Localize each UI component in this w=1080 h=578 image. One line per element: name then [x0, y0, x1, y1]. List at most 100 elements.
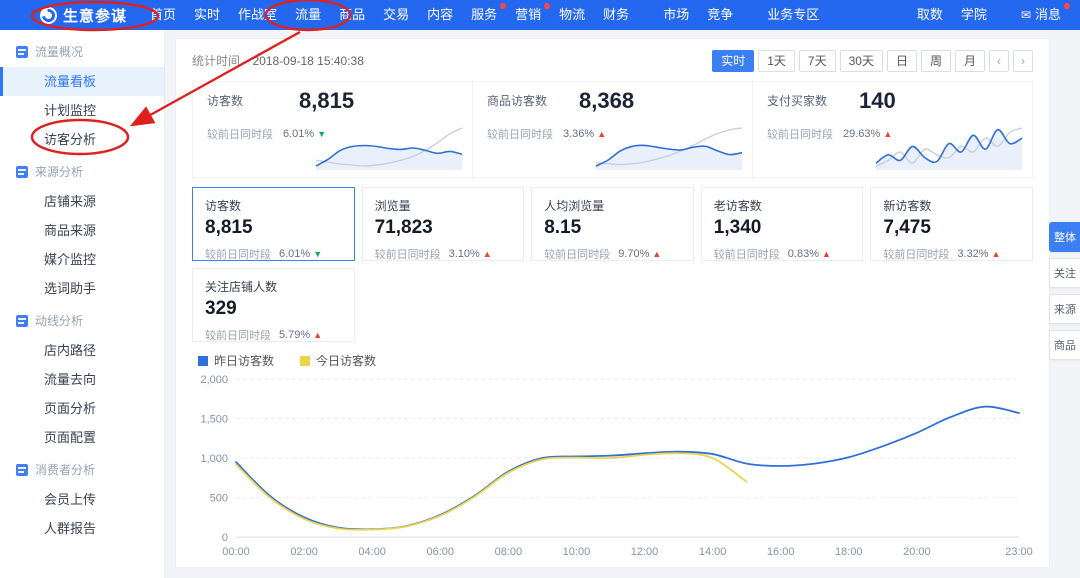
- side-tab-source[interactable]: 来源: [1049, 294, 1080, 324]
- stat-time: 统计时间 2018-09-18 15:40:38: [192, 52, 364, 70]
- compare-label: 较前日同时段: [205, 330, 271, 342]
- side-tab-product[interactable]: 商品: [1049, 330, 1080, 360]
- top-nav-item-traffic[interactable]: 流量: [286, 0, 330, 30]
- time-range-buttons: 实时 1天 7天 30天日周月 ‹ ›: [712, 50, 1033, 72]
- x-axis-label: 02:00: [290, 546, 318, 558]
- sidebar-item-shop-source[interactable]: 店铺来源: [44, 194, 97, 209]
- top-nav-item-realtime[interactable]: 实时: [185, 0, 229, 30]
- metric-tile-avg-pageviews[interactable]: 人均浏览量 8.15 较前日同时段 9.70% ▲: [531, 187, 694, 261]
- chart-legend: 昨日访客数 今日访客数: [198, 352, 1033, 369]
- top-nav-item-home[interactable]: 首页: [141, 0, 185, 30]
- range-button-realtime[interactable]: 实时: [712, 50, 755, 72]
- top-nav-item-trade[interactable]: 交易: [374, 0, 418, 30]
- nav-item-label: 业务专区: [767, 7, 820, 22]
- x-axis-label: 00:00: [222, 546, 250, 558]
- top-nav-item-message[interactable]: ✉ 消息: [1012, 0, 1070, 30]
- visitor-line-chart: 0 500 1,000 1,500 2,000 00:00 02:00 04:00 06:00 0…: [192, 371, 1033, 561]
- x-axis-label: 18:00: [835, 546, 863, 558]
- top-nav-item-product[interactable]: 商品: [330, 0, 374, 30]
- range-button-1d[interactable]: 1天: [758, 50, 795, 72]
- metric-tile-value: 8,815: [205, 217, 253, 238]
- top-nav-item-logistics[interactable]: 物流: [550, 0, 594, 30]
- sidebar-item-plan-monitor[interactable]: 计划监控: [44, 103, 97, 118]
- right-side-tabs: 整体 关注 来源 商品: [1049, 222, 1080, 360]
- metric-tile-label: 人均浏览量: [544, 199, 605, 213]
- sidebar-item-word-helper[interactable]: 选词助手: [44, 281, 97, 296]
- nav-item-label: 取数: [916, 7, 943, 22]
- x-axis-label: 08:00: [495, 546, 523, 558]
- top-nav-item-service[interactable]: 服务: [462, 0, 507, 30]
- compare-label: 较前日同时段: [713, 249, 780, 261]
- top-nav-item-marketing[interactable]: 营销: [506, 0, 551, 30]
- pager-prev-button[interactable]: ‹: [989, 50, 1009, 72]
- sidebar: 流量概况 流量看板 计划监控 访客分析 来源分析 店铺来源 商品来源 媒介监控 选词助手 动线分析…: [0, 30, 165, 578]
- range-button-week[interactable]: 周: [920, 50, 951, 72]
- sidebar-item-visitor-analysis[interactable]: 访客分析: [44, 132, 97, 147]
- sidebar-item-crowd-report[interactable]: 人群报告: [44, 521, 97, 536]
- compare-label: 较前日同时段: [205, 249, 271, 261]
- metric-tile-pageviews[interactable]: 浏览量 71,823 较前日同时段 3.10% ▲: [361, 187, 525, 261]
- range-button-7d[interactable]: 7天: [798, 50, 836, 72]
- pager-next-button[interactable]: ›: [1013, 50, 1033, 72]
- up-arrow-icon: ▲: [822, 249, 831, 259]
- sidebar-item-traffic-destination[interactable]: 流量去向: [44, 372, 97, 387]
- top-nav-item-war-room[interactable]: 作战室: [229, 0, 286, 30]
- sidebar-item-traffic-dashboard[interactable]: 流量看板: [0, 67, 164, 96]
- nav-item-label: 消息: [1034, 7, 1061, 22]
- compare-percent: 3.10% ▲: [448, 248, 492, 260]
- metric-tile-compare: 较前日同时段 0.83% ▲: [714, 246, 851, 262]
- folder-icon: [16, 45, 28, 58]
- line-chart-svg: 0 500 1,000 1,500 2,000 00:00 02:00 04:00 06:00 0…: [200, 374, 1033, 558]
- folder-icon: [16, 463, 28, 476]
- nav-item-label: 市场: [663, 7, 690, 22]
- compare-percent: 6.01% ▼: [279, 248, 323, 260]
- x-axis-label: 23:00: [1005, 546, 1033, 558]
- stat-time-value: 2018-09-18 15:40:38: [252, 54, 364, 68]
- range-button-month[interactable]: 月: [954, 50, 985, 72]
- top-nav-item-data-extract[interactable]: 取数: [908, 0, 952, 30]
- overview-card-compare: 较前日同时段 3.36% ▲: [487, 126, 606, 142]
- compare-percent: 6.01% ▼: [283, 128, 327, 140]
- sidebar-item-product-source[interactable]: 商品来源: [44, 223, 97, 238]
- compare-percent: 5.79% ▲: [279, 329, 323, 341]
- sidebar-section-source-analysis: 来源分析: [0, 154, 164, 187]
- app-logo[interactable]: 生意参谋: [0, 5, 141, 26]
- range-button-30d[interactable]: 30天: [839, 50, 883, 72]
- legend-item[interactable]: 昨日访客数: [198, 352, 274, 369]
- sidebar-item-instore-path[interactable]: 店内路径: [44, 343, 97, 358]
- metric-tile-shop-followers[interactable]: 关注店铺人数 329 较前日同时段 5.79% ▲: [192, 268, 355, 342]
- down-arrow-icon: ▼: [317, 129, 327, 139]
- top-nav-item-content[interactable]: 内容: [418, 0, 462, 30]
- sparkline-fill: [876, 129, 1022, 170]
- x-axis-label: 14:00: [699, 546, 727, 558]
- top-nav-item-academy[interactable]: 学院: [952, 0, 996, 30]
- top-nav-item-finance[interactable]: 财务: [594, 0, 638, 30]
- metric-tile-label: 关注店铺人数: [205, 280, 278, 294]
- range-button-day[interactable]: 日: [886, 50, 917, 72]
- sidebar-item-member-upload[interactable]: 会员上传: [44, 492, 97, 507]
- metric-tile-new-visitors[interactable]: 新访客数 7,475 较前日同时段 3.32% ▲: [870, 187, 1033, 261]
- legend-item[interactable]: 今日访客数: [300, 352, 376, 369]
- compare-label: 较前日同时段: [374, 249, 441, 261]
- series-line-1: [235, 452, 748, 531]
- side-tab-follow[interactable]: 关注: [1049, 258, 1080, 288]
- logo-icon: [39, 5, 58, 25]
- side-tab-overall[interactable]: 整体: [1049, 222, 1080, 252]
- top-nav-item-market[interactable]: 市场: [654, 0, 698, 30]
- sidebar-item-page-config[interactable]: 页面配置: [44, 430, 97, 445]
- metric-tile-visitors[interactable]: 访客数 8,815 较前日同时段 6.01% ▼: [192, 187, 355, 261]
- legend-swatch-icon: [300, 355, 311, 366]
- overview-card-label: 商品访客数: [487, 94, 548, 108]
- metric-tile-old-visitors[interactable]: 老访客数 1,340 较前日同时段 0.83% ▲: [700, 187, 864, 262]
- top-nav-item-biz-zone[interactable]: 业务专区: [758, 0, 828, 30]
- top-nav-item-compete[interactable]: 竞争: [698, 0, 742, 30]
- sidebar-item-page-analysis[interactable]: 页面分析: [44, 401, 97, 416]
- nav-item-label: 商品: [339, 7, 366, 22]
- stat-time-label: 统计时间: [192, 54, 241, 68]
- metric-tile-label: 浏览量: [374, 199, 411, 213]
- overview-card-product-visitors[interactable]: 商品访客数 8,368 较前日同时段 3.36% ▲: [472, 82, 752, 177]
- metric-tile-compare: 较前日同时段 6.01% ▼: [205, 246, 342, 262]
- overview-card-pay-buyers[interactable]: 支付买家数 140 较前日同时段 29.63% ▲: [752, 82, 1032, 177]
- sidebar-item-media-monitor[interactable]: 媒介监控: [44, 252, 97, 267]
- overview-card-visitors[interactable]: 访客数 8,815 较前日同时段 6.01% ▼: [193, 82, 472, 177]
